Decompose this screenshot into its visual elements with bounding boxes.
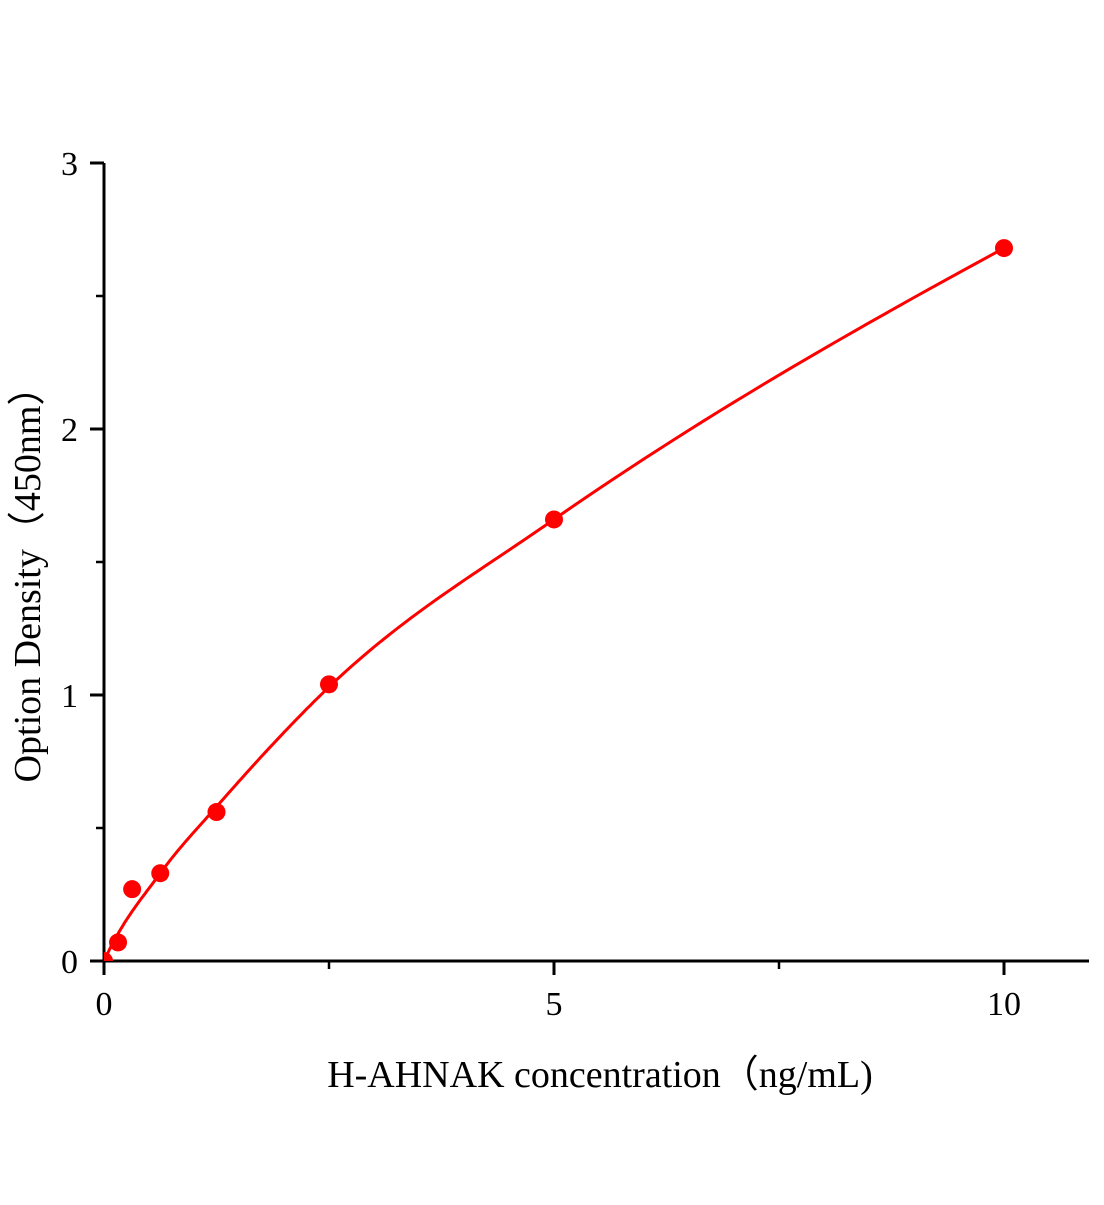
data-point	[109, 933, 128, 952]
y-tick-label: 1	[61, 678, 78, 715]
data-point	[151, 864, 170, 883]
y-axis-label: Option Density（450nm）	[7, 368, 49, 783]
points-group	[104, 239, 1013, 961]
y-tick-label: 0	[61, 944, 78, 981]
x-tick-label: 5	[546, 986, 563, 1023]
data-point	[104, 952, 113, 961]
x-tick-label: 0	[96, 986, 113, 1023]
data-point	[123, 880, 142, 899]
data-point	[995, 239, 1013, 258]
x-axis-label: H-AHNAK concentration（ng/mL)	[327, 1054, 873, 1096]
axes: 0 5 10 0 1 2 3	[61, 146, 1089, 1023]
x-tick-label: 10	[987, 986, 1021, 1023]
y-tick-label: 3	[61, 146, 78, 183]
data-point	[207, 803, 226, 822]
data-point	[320, 675, 338, 694]
fit-curve-group	[104, 246, 1005, 961]
y-tick-label: 2	[61, 412, 78, 449]
fit-curve	[104, 246, 1005, 961]
data-point	[545, 510, 563, 529]
